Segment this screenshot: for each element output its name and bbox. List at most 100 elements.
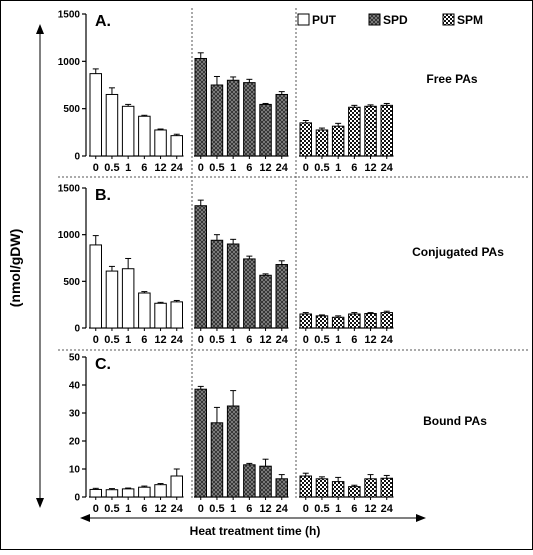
x-tick-label: 6 bbox=[351, 503, 357, 515]
bar-put bbox=[121, 268, 135, 329]
x-tick-label: 0 bbox=[303, 162, 309, 174]
x-tick-label: 0.5 bbox=[104, 334, 119, 346]
bar-spm bbox=[348, 313, 361, 329]
legend-item-put: PUT bbox=[297, 13, 337, 27]
bar-spm bbox=[380, 312, 393, 329]
y-tick-label: 0 bbox=[74, 152, 80, 163]
x-tick-label: 24 bbox=[276, 334, 289, 346]
x-tick-label: 1 bbox=[335, 162, 341, 174]
x-tick-label: 0.5 bbox=[209, 162, 224, 174]
bar-spd bbox=[259, 465, 272, 498]
x-tick-label: 1 bbox=[335, 334, 341, 346]
y-tick-label: 1500 bbox=[58, 184, 81, 195]
x-tick-label: 6 bbox=[351, 162, 357, 174]
bar-put bbox=[154, 302, 167, 329]
bar-spm bbox=[331, 316, 345, 329]
bar-spd bbox=[210, 84, 224, 157]
x-tick-label: 24 bbox=[276, 503, 289, 515]
bar-spd bbox=[275, 478, 288, 498]
bar-spm bbox=[299, 122, 312, 157]
x-tick-label: 12 bbox=[154, 162, 166, 174]
x-tick-label: 6 bbox=[246, 503, 252, 515]
y-tick-label: 40 bbox=[69, 381, 81, 392]
x-tick-label: 0 bbox=[303, 334, 309, 346]
y-tick-label: 1500 bbox=[58, 10, 81, 21]
x-tick-label: 1 bbox=[335, 503, 341, 515]
x-tick-label: 0.5 bbox=[104, 162, 119, 174]
x-tick-label: 0.5 bbox=[314, 503, 329, 515]
bar-spm bbox=[315, 315, 329, 329]
legend-item-spd: SPD bbox=[368, 13, 408, 27]
x-tick-label: 6 bbox=[351, 334, 357, 346]
bar-spd bbox=[194, 205, 207, 329]
x-tick-label: 12 bbox=[259, 162, 271, 174]
bar-put bbox=[138, 486, 151, 498]
x-tick-label: 1 bbox=[125, 503, 131, 515]
bar-spd bbox=[194, 388, 207, 498]
bar-put bbox=[105, 489, 119, 498]
x-tick-label: 12 bbox=[259, 503, 271, 515]
x-tick-label: 24 bbox=[171, 334, 184, 346]
bar-spd bbox=[243, 258, 256, 329]
x-tick-label: 0 bbox=[303, 503, 309, 515]
x-tick-label: 12 bbox=[364, 503, 376, 515]
x-tick-label: 0 bbox=[198, 334, 204, 346]
bar-put bbox=[170, 135, 183, 157]
bar-spm bbox=[380, 104, 393, 157]
y-tick-label: 10 bbox=[69, 465, 81, 476]
legend-label: SPM bbox=[457, 13, 483, 27]
bar-put bbox=[89, 488, 102, 498]
y-axis-label: (nmol/gDW) bbox=[7, 229, 23, 308]
x-tick-label: 24 bbox=[171, 503, 184, 515]
x-tick-label: 0 bbox=[198, 503, 204, 515]
x-tick-label: 24 bbox=[381, 162, 394, 174]
x-tick-label: 0 bbox=[93, 162, 99, 174]
x-tick-label: 12 bbox=[154, 334, 166, 346]
y-tick-label: 20 bbox=[69, 437, 81, 448]
bar-put bbox=[138, 115, 151, 157]
bar-put bbox=[138, 292, 151, 329]
bar-spd bbox=[210, 422, 224, 498]
x-tick-label: 6 bbox=[141, 334, 147, 346]
bar-put bbox=[105, 93, 119, 157]
bar-put bbox=[121, 488, 135, 498]
panel-label: Free PAs bbox=[426, 72, 477, 86]
x-tick-label: 1 bbox=[230, 503, 236, 515]
bar-spm bbox=[364, 105, 377, 157]
x-tick-label: 12 bbox=[259, 334, 271, 346]
y-axis-arrow-head-top bbox=[36, 24, 44, 34]
legend-swatch bbox=[442, 13, 455, 26]
x-tick-label: 1 bbox=[230, 334, 236, 346]
bar-put bbox=[154, 484, 167, 498]
bar-spd bbox=[226, 243, 240, 329]
bar-put bbox=[89, 73, 102, 157]
bar-spm bbox=[299, 475, 312, 498]
x-tick-label: 6 bbox=[141, 162, 147, 174]
x-axis-arrow-head-left bbox=[80, 514, 90, 522]
x-tick-label: 1 bbox=[230, 162, 236, 174]
x-tick-label: 0.5 bbox=[314, 162, 329, 174]
bar-put bbox=[89, 244, 102, 329]
x-tick-label: 0 bbox=[93, 334, 99, 346]
y-tick-label: 0 bbox=[74, 493, 80, 504]
bar-spd bbox=[259, 103, 272, 157]
panel-label: Bound PAs bbox=[423, 414, 487, 428]
legend-item-spm: SPM bbox=[442, 13, 483, 27]
y-tick-label: 30 bbox=[69, 409, 81, 420]
y-tick-label: 500 bbox=[63, 277, 80, 288]
x-tick-label: 0.5 bbox=[104, 503, 119, 515]
x-tick-label: 6 bbox=[141, 503, 147, 515]
x-tick-label: 1 bbox=[125, 162, 131, 174]
bar-spm bbox=[315, 478, 329, 498]
x-tick-label: 0.5 bbox=[209, 503, 224, 515]
bar-spm bbox=[299, 313, 312, 329]
bar-spd bbox=[275, 93, 288, 157]
x-tick-label: 0.5 bbox=[209, 334, 224, 346]
bar-spm bbox=[348, 106, 361, 157]
x-tick-label: 0 bbox=[198, 162, 204, 174]
x-tick-label: 24 bbox=[381, 334, 394, 346]
bar-spd bbox=[194, 57, 207, 157]
